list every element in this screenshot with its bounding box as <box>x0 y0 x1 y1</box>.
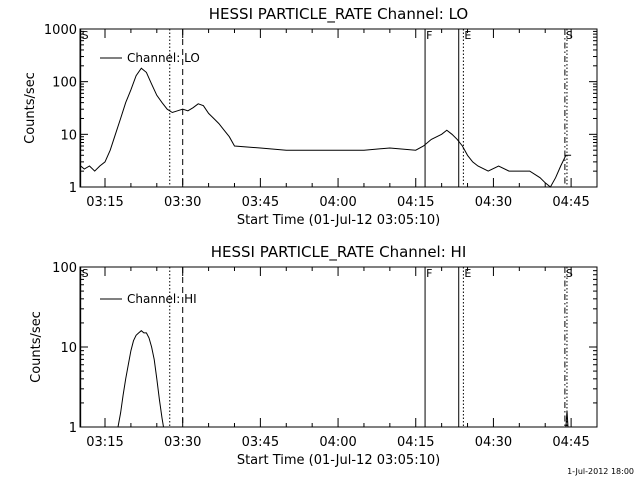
event-marker-label: S <box>566 267 573 280</box>
y-tick-label: 10 <box>60 341 77 356</box>
data-series-line <box>80 67 572 188</box>
x-tick-label: 04:30 <box>475 195 512 210</box>
x-tick-label: 04:45 <box>552 435 589 450</box>
x-tick-label: 04:45 <box>552 195 589 210</box>
x-tick-label: 04:15 <box>397 195 434 210</box>
x-axis-label: Start Time (01-Jul-12 03:05:10) <box>237 213 440 228</box>
x-tick-label: 03:15 <box>86 435 123 450</box>
x-tick-label: 04:15 <box>397 435 434 450</box>
x-tick-label: 03:15 <box>86 195 123 210</box>
x-tick-label: 04:00 <box>319 195 356 210</box>
x-tick-label: 04:30 <box>475 435 512 450</box>
x-tick-label: 03:30 <box>164 195 201 210</box>
x-tick-label: 04:00 <box>319 435 356 450</box>
legend-label: Channel: LO <box>127 51 200 65</box>
x-tick-label: 03:45 <box>242 195 279 210</box>
y-tick-label: 10 <box>60 128 77 143</box>
y-tick-label: 1000 <box>44 23 77 38</box>
legend-label: Channel: HI <box>127 292 197 306</box>
event-marker-label: F <box>426 267 432 280</box>
y-tick-label: 100 <box>52 76 77 91</box>
event-marker-label: E <box>464 267 471 280</box>
footer-timestamp: 1-Jul-2012 18:00 <box>567 467 634 476</box>
event-marker-label: S <box>82 267 89 280</box>
event-marker-label: E <box>464 29 471 42</box>
event-marker-label: S <box>82 29 89 42</box>
y-axis-label: Counts/sec <box>23 72 38 144</box>
event-marker-label: F <box>426 29 432 42</box>
y-axis-label: Counts/sec <box>29 311 44 383</box>
y-tick-label: 100 <box>52 261 77 276</box>
y-tick-label: 1 <box>69 181 77 196</box>
chart-title: HESSI PARTICLE_RATE Channel: HI <box>211 243 467 262</box>
x-axis-label: Start Time (01-Jul-12 03:05:10) <box>237 453 440 468</box>
data-series-line <box>565 410 569 428</box>
x-tick-label: 03:45 <box>242 435 279 450</box>
y-tick-label: 1 <box>69 421 77 436</box>
x-tick-label: 03:30 <box>164 435 201 450</box>
chart-title: HESSI PARTICLE_RATE Channel: LO <box>209 5 468 24</box>
plot-frame <box>79 266 598 428</box>
event-marker-label: S <box>566 29 573 42</box>
data-series-line <box>117 330 164 428</box>
